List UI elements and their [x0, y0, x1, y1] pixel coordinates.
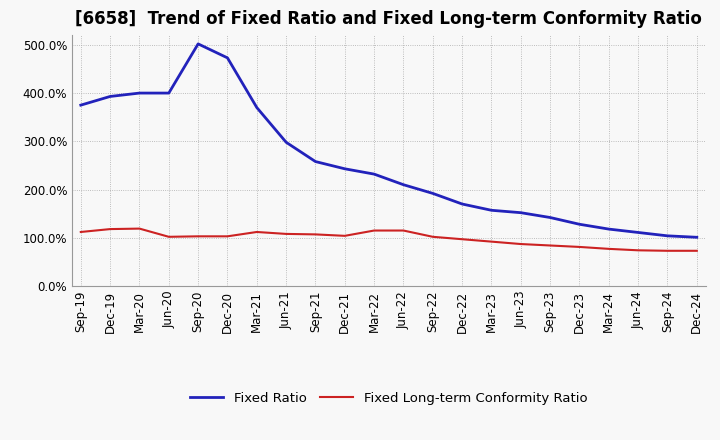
- Fixed Long-term Conformity Ratio: [135, 226, 144, 231]
- Fixed Long-term Conformity Ratio: [575, 244, 584, 249]
- Fixed Ratio: [516, 210, 525, 215]
- Fixed Long-term Conformity Ratio: [164, 234, 173, 239]
- Fixed Long-term Conformity Ratio: [106, 227, 114, 232]
- Fixed Long-term Conformity Ratio: [634, 248, 642, 253]
- Fixed Ratio: [605, 227, 613, 232]
- Fixed Ratio: [106, 94, 114, 99]
- Fixed Ratio: [546, 215, 554, 220]
- Fixed Ratio: [76, 103, 85, 108]
- Fixed Ratio: [194, 41, 202, 47]
- Fixed Long-term Conformity Ratio: [223, 234, 232, 239]
- Fixed Long-term Conformity Ratio: [693, 248, 701, 253]
- Fixed Ratio: [663, 233, 672, 238]
- Fixed Ratio: [634, 230, 642, 235]
- Fixed Long-term Conformity Ratio: [370, 228, 379, 233]
- Fixed Ratio: [458, 202, 467, 207]
- Fixed Ratio: [253, 105, 261, 110]
- Fixed Long-term Conformity Ratio: [76, 229, 85, 235]
- Fixed Ratio: [487, 208, 496, 213]
- Fixed Ratio: [311, 159, 320, 164]
- Fixed Long-term Conformity Ratio: [487, 239, 496, 244]
- Fixed Ratio: [399, 182, 408, 187]
- Fixed Long-term Conformity Ratio: [341, 233, 349, 238]
- Fixed Long-term Conformity Ratio: [516, 242, 525, 247]
- Fixed Ratio: [693, 235, 701, 240]
- Fixed Ratio: [135, 91, 144, 96]
- Fixed Long-term Conformity Ratio: [282, 231, 290, 237]
- Fixed Long-term Conformity Ratio: [399, 228, 408, 233]
- Line: Fixed Long-term Conformity Ratio: Fixed Long-term Conformity Ratio: [81, 229, 697, 251]
- Fixed Long-term Conformity Ratio: [663, 248, 672, 253]
- Fixed Long-term Conformity Ratio: [458, 237, 467, 242]
- Fixed Ratio: [370, 172, 379, 177]
- Line: Fixed Ratio: Fixed Ratio: [81, 44, 697, 237]
- Fixed Ratio: [282, 139, 290, 145]
- Fixed Ratio: [164, 91, 173, 96]
- Fixed Ratio: [223, 55, 232, 61]
- Fixed Long-term Conformity Ratio: [253, 229, 261, 235]
- Fixed Long-term Conformity Ratio: [546, 243, 554, 248]
- Fixed Long-term Conformity Ratio: [194, 234, 202, 239]
- Fixed Long-term Conformity Ratio: [605, 246, 613, 252]
- Fixed Ratio: [575, 222, 584, 227]
- Fixed Ratio: [341, 166, 349, 172]
- Fixed Ratio: [428, 191, 437, 196]
- Legend: Fixed Ratio, Fixed Long-term Conformity Ratio: Fixed Ratio, Fixed Long-term Conformity …: [185, 386, 593, 410]
- Title: [6658]  Trend of Fixed Ratio and Fixed Long-term Conformity Ratio: [6658] Trend of Fixed Ratio and Fixed Lo…: [76, 10, 702, 28]
- Fixed Long-term Conformity Ratio: [428, 234, 437, 239]
- Fixed Long-term Conformity Ratio: [311, 232, 320, 237]
